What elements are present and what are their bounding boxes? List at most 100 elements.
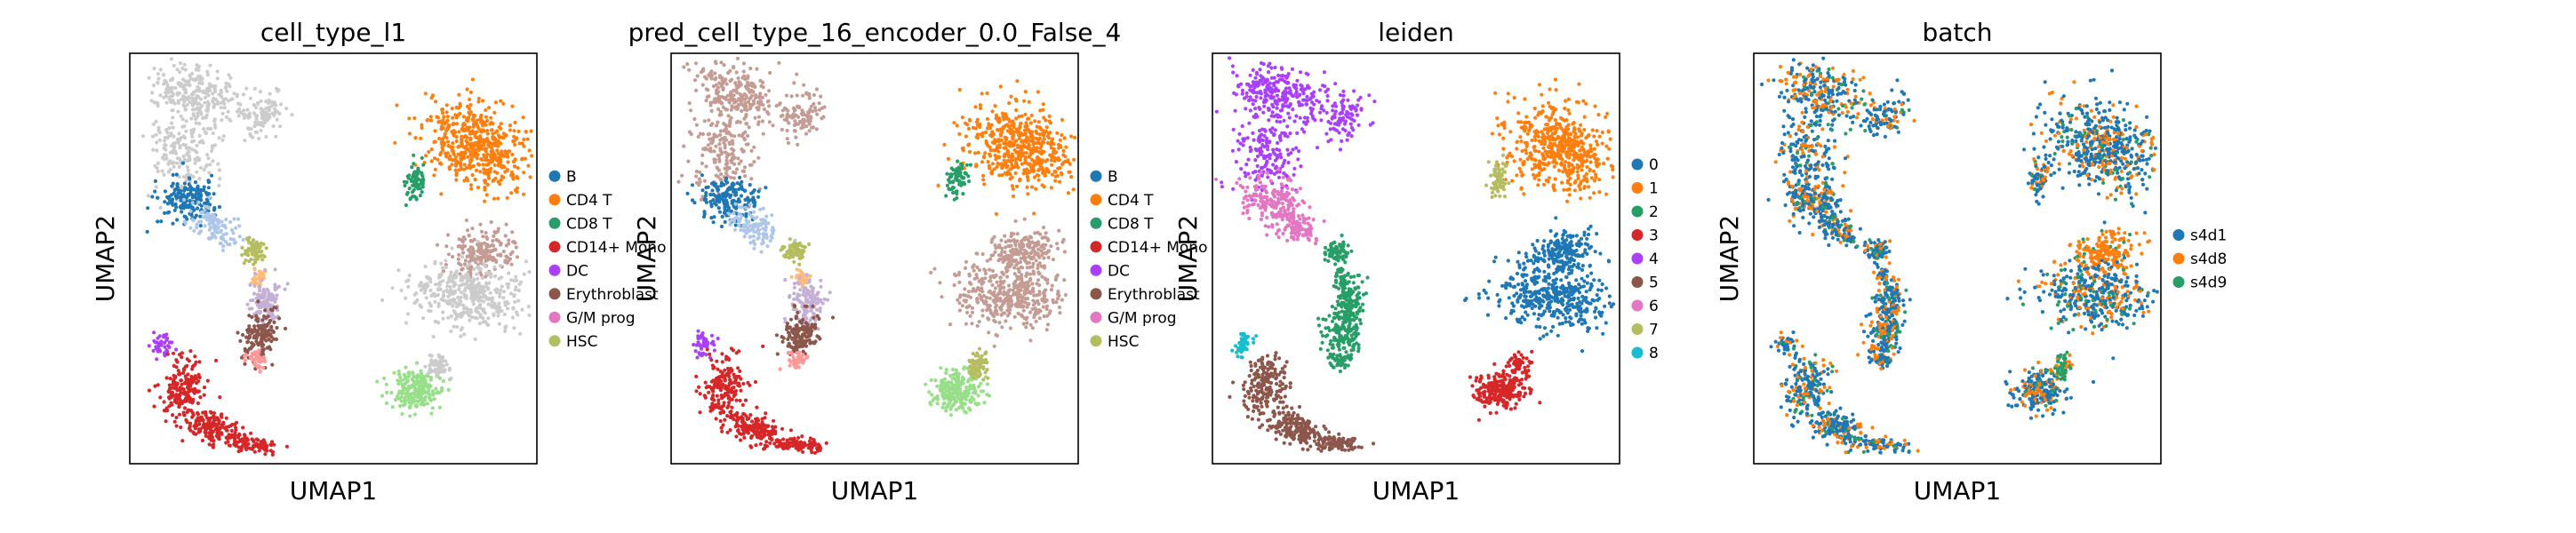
data-point [960,115,964,120]
data-point [198,109,203,114]
data-point [473,177,477,182]
data-point [1031,135,1036,139]
data-point [1017,145,1022,149]
data-point [1023,159,1028,163]
data-point [819,94,823,99]
data-point [181,206,186,211]
data-point [172,141,176,146]
data-point [252,275,257,280]
data-point [198,395,203,400]
data-point [269,314,274,319]
data-point [435,243,440,247]
data-point [738,98,742,103]
data-point [464,145,468,149]
data-point [404,296,408,300]
data-point [476,96,482,101]
data-point [215,76,220,81]
data-point [218,230,222,235]
data-point [255,341,260,346]
data-point [509,262,514,266]
data-point [521,115,525,120]
data-point [492,314,496,318]
data-point [420,190,424,195]
data-point [406,284,411,289]
data-point [273,267,277,272]
data-point [273,315,278,320]
data-point [1056,155,1060,160]
data-point [419,305,424,309]
data-point [981,178,986,182]
data-point [1040,168,1044,172]
data-point [258,123,263,127]
data-point [528,175,532,179]
data-point [191,219,196,223]
data-point [165,336,170,341]
data-point [1044,125,1049,130]
data-point [412,173,416,178]
data-point [240,245,244,250]
data-point [486,316,491,321]
data-point [1015,184,1020,188]
data-point [804,291,809,296]
data-point [980,131,985,135]
data-point [453,155,458,160]
data-point [155,148,159,153]
data-point [210,149,214,154]
data-point [503,234,508,238]
data-point [260,328,265,332]
data-point [1048,131,1052,135]
data-point [819,298,823,304]
data-point [748,96,753,100]
data-point [198,224,203,228]
data-point [798,342,803,346]
data-point [468,149,472,154]
data-point [247,259,252,264]
data-point [390,405,395,410]
data-point [428,367,432,371]
data-point [401,403,405,408]
data-point [166,162,171,166]
data-point [190,378,195,382]
data-point [460,127,464,131]
data-point [405,312,411,316]
data-point [213,89,218,93]
data-point [203,100,207,105]
data-point [488,290,492,295]
data-point [503,134,508,139]
data-point [243,358,247,362]
data-point [985,91,989,96]
data-point [468,131,473,136]
data-point [200,438,205,442]
data-point [460,247,465,251]
data-point [213,358,219,362]
data-point [188,73,192,78]
data-point [711,220,716,225]
data-point [460,142,464,147]
data-point [752,204,756,209]
data-point [205,378,210,383]
data-point [221,244,226,249]
data-point [232,217,236,221]
data-point [224,441,228,445]
data-point [795,242,800,246]
data-point [708,149,714,154]
data-point [425,402,429,406]
data-point [800,93,805,98]
data-point [268,449,273,453]
data-point [438,161,443,165]
data-point [980,91,984,96]
data-point [198,229,203,234]
data-point [190,364,195,369]
data-point [1019,121,1023,125]
data-point [486,322,491,328]
data-point [1050,163,1054,167]
data-point [984,140,988,146]
data-point [421,316,426,321]
data-point [405,378,410,383]
data-point [703,194,708,198]
data-point [1050,172,1054,177]
data-point [492,230,497,235]
data-point [787,334,792,338]
data-point [778,367,782,371]
data-point [729,175,733,179]
